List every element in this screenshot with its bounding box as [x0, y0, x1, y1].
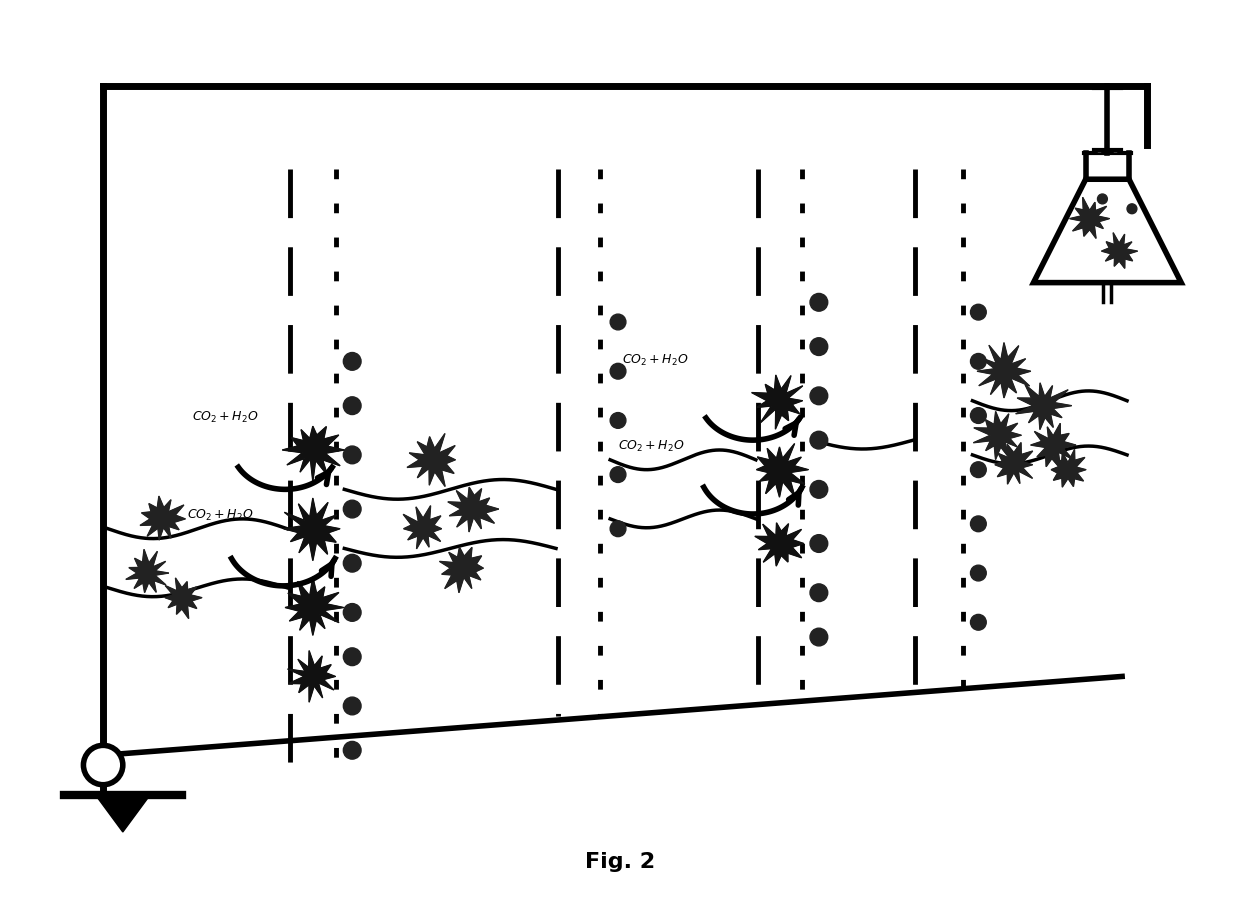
Circle shape [971, 565, 986, 581]
Circle shape [343, 647, 361, 665]
Circle shape [610, 412, 626, 428]
Polygon shape [1030, 423, 1076, 468]
Circle shape [810, 431, 828, 449]
Circle shape [610, 364, 626, 379]
Polygon shape [751, 375, 802, 429]
Circle shape [610, 521, 626, 537]
Polygon shape [284, 498, 340, 560]
Circle shape [610, 314, 626, 330]
Text: Fig. 2: Fig. 2 [585, 851, 655, 872]
Polygon shape [407, 434, 455, 487]
Circle shape [810, 294, 828, 312]
Polygon shape [755, 523, 804, 566]
Polygon shape [1016, 383, 1071, 429]
Circle shape [1097, 194, 1107, 204]
Circle shape [1127, 204, 1137, 214]
Polygon shape [756, 444, 808, 497]
Circle shape [83, 745, 123, 785]
Polygon shape [126, 550, 169, 593]
Text: $CO_2+H_2O$: $CO_2+H_2O$ [187, 508, 253, 523]
Polygon shape [448, 487, 498, 532]
Circle shape [810, 480, 828, 498]
Circle shape [971, 462, 986, 478]
Circle shape [810, 338, 828, 356]
Polygon shape [140, 496, 185, 540]
Polygon shape [977, 343, 1030, 398]
Circle shape [971, 408, 986, 423]
Circle shape [343, 500, 361, 518]
Circle shape [610, 467, 626, 482]
Circle shape [971, 354, 986, 369]
Polygon shape [1050, 449, 1086, 487]
Circle shape [343, 603, 361, 621]
Circle shape [971, 516, 986, 532]
Text: $CO_2+H_2O$: $CO_2+H_2O$ [618, 439, 684, 454]
Circle shape [810, 584, 828, 602]
Text: $CO_2+H_2O$: $CO_2+H_2O$ [192, 409, 258, 425]
Polygon shape [1101, 233, 1137, 269]
Polygon shape [283, 427, 345, 481]
Circle shape [343, 554, 361, 572]
Circle shape [343, 353, 361, 370]
Circle shape [343, 742, 361, 759]
Circle shape [971, 304, 986, 320]
Polygon shape [439, 547, 484, 593]
Polygon shape [403, 506, 441, 549]
Circle shape [810, 387, 828, 405]
Polygon shape [994, 443, 1033, 484]
Circle shape [810, 629, 828, 646]
Text: $CO_2+H_2O$: $CO_2+H_2O$ [622, 353, 688, 368]
Circle shape [343, 446, 361, 463]
Polygon shape [95, 795, 150, 832]
Polygon shape [165, 578, 202, 619]
Circle shape [343, 397, 361, 415]
Polygon shape [1070, 198, 1110, 238]
Circle shape [971, 614, 986, 630]
Polygon shape [973, 411, 1022, 460]
Circle shape [343, 697, 361, 715]
Polygon shape [288, 651, 335, 702]
Polygon shape [285, 577, 343, 635]
Circle shape [810, 534, 828, 552]
